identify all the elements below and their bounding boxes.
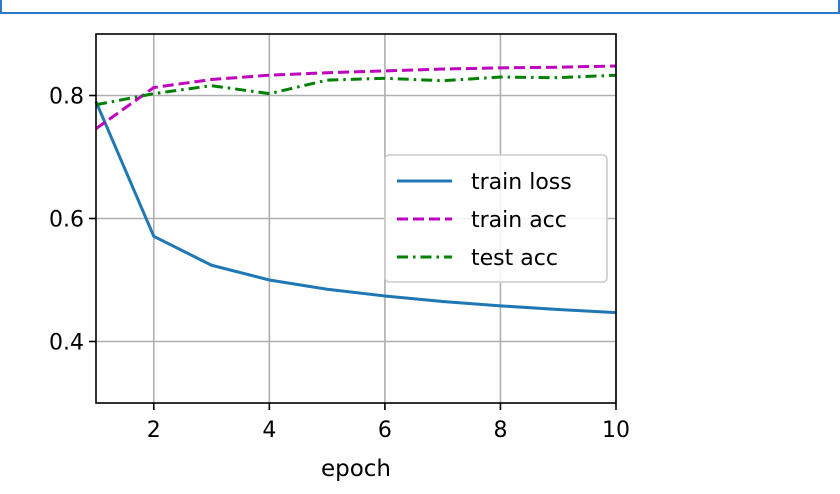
series-layer xyxy=(94,64,617,315)
x-tick-label: 10 xyxy=(602,418,630,443)
series-line-test-acc xyxy=(95,73,617,107)
x-axis-label: epoch xyxy=(321,456,391,482)
series-line-train-acc xyxy=(95,64,617,130)
legend-label-train-loss: train loss xyxy=(471,170,572,195)
x-tick-label: 2 xyxy=(147,418,161,443)
y-tick-label: 0.8 xyxy=(49,85,84,110)
x-tick-label: 4 xyxy=(262,418,276,443)
top-border xyxy=(0,0,840,14)
x-tick-label: 8 xyxy=(493,418,507,443)
legend: train loss train acc test acc xyxy=(384,154,608,283)
legend-label-train-acc: train acc xyxy=(471,208,567,233)
y-tick-label: 0.6 xyxy=(49,208,84,233)
legend-box xyxy=(384,154,608,283)
tick-layer: 2 4 6 8 10 0.4 0.6 0.8 xyxy=(49,85,630,444)
x-tick-label: 6 xyxy=(378,418,392,443)
series-line-train-loss xyxy=(94,101,617,315)
y-tick-label: 0.4 xyxy=(49,331,84,356)
legend-label-test-acc: test acc xyxy=(471,246,558,271)
